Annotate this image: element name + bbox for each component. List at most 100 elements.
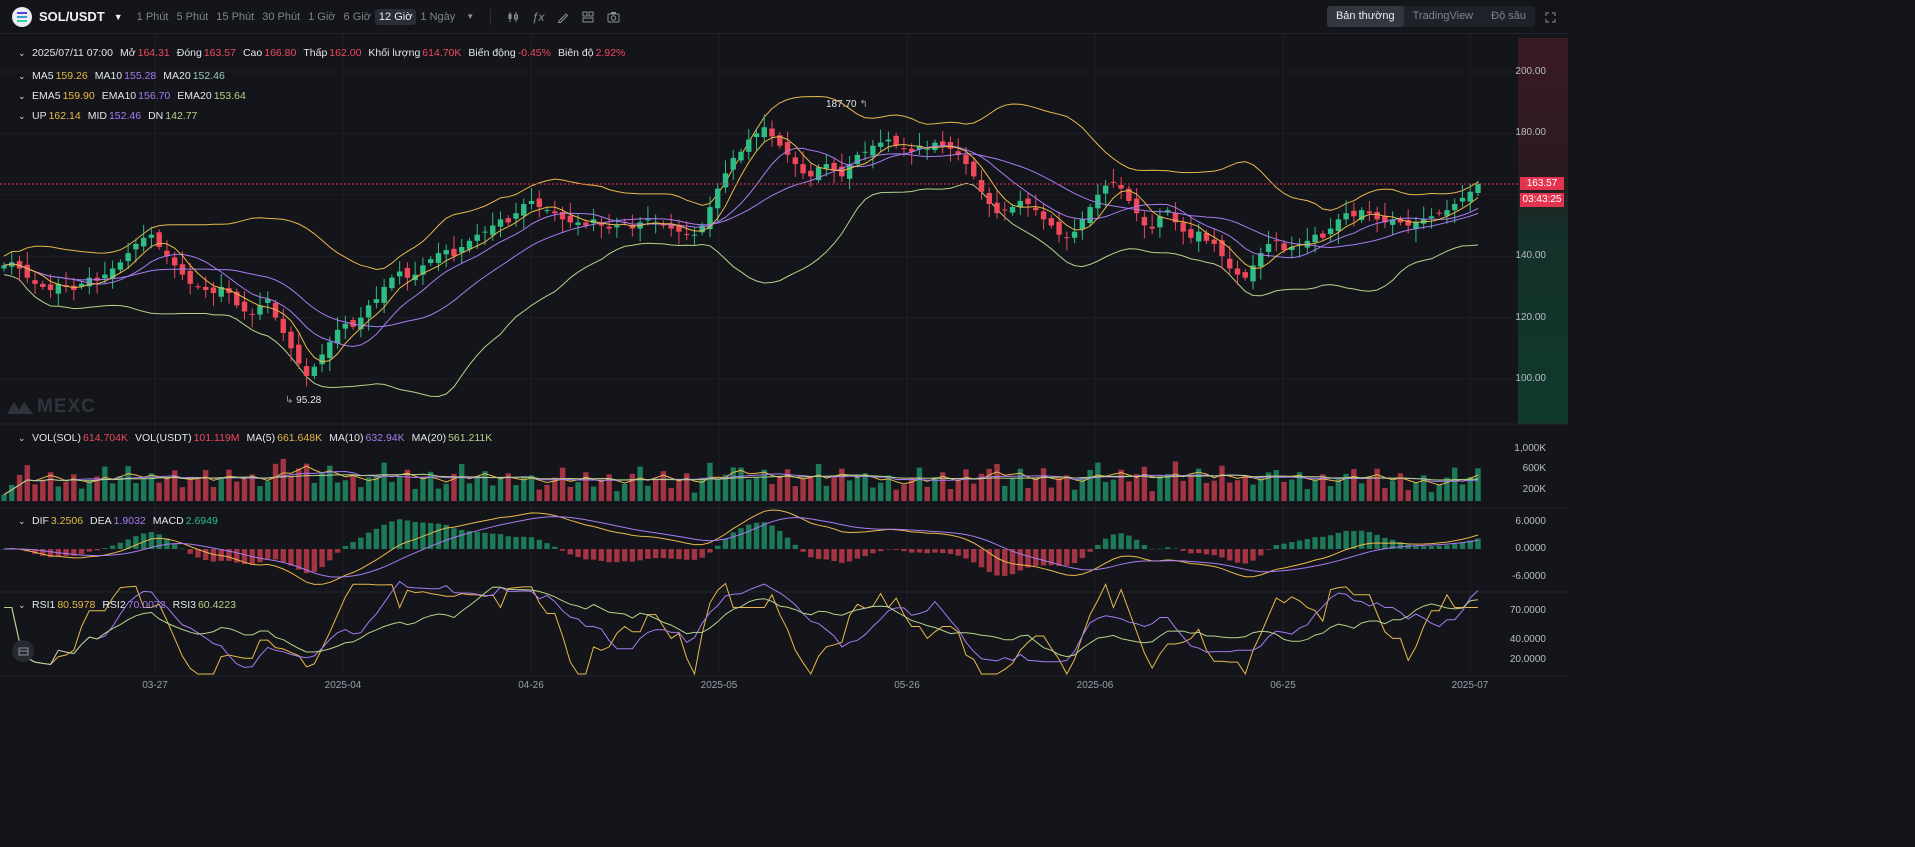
candle-body: [389, 277, 395, 289]
candle-body: [1056, 221, 1062, 235]
view-tab[interactable]: TradingView: [1412, 10, 1474, 22]
candle-body: [257, 305, 263, 315]
volume-bar: [971, 483, 977, 501]
dea-line: [3, 516, 1479, 578]
macd-histogram-bar: [272, 549, 279, 560]
macd-histogram-bar: [303, 549, 310, 574]
collapse-chevron-icon[interactable]: ⌄: [18, 47, 26, 58]
interval-tab[interactable]: 1 Phút: [136, 10, 169, 23]
candle-body: [272, 302, 279, 318]
interval-dropdown-icon[interactable]: ▼: [466, 12, 475, 21]
candle-body: [1017, 200, 1023, 208]
collapse-chevron-icon[interactable]: ⌄: [18, 432, 26, 443]
volume-bar: [474, 476, 480, 501]
macd-histogram-bar: [1157, 548, 1163, 550]
macd-histogram-bar: [575, 549, 581, 558]
macd-histogram-bar: [1095, 544, 1101, 549]
macd-histogram-bar: [203, 549, 209, 561]
interval-tab[interactable]: 1 Ngày: [420, 10, 456, 23]
candle-body: [1025, 198, 1031, 205]
symbol-dropdown-icon[interactable]: ▼: [113, 11, 123, 22]
candle-body: [1258, 253, 1264, 267]
camera-icon[interactable]: [605, 9, 621, 25]
macd-histogram-bar: [1250, 549, 1256, 561]
rsi1-value: 80.5978: [57, 599, 96, 611]
volume-bar: [963, 469, 969, 501]
volume-bar: [55, 486, 62, 501]
volume-bar: [567, 486, 574, 501]
interval-tab[interactable]: 30 Phút: [262, 10, 301, 23]
view-tab[interactable]: Bản thường: [1326, 6, 1404, 27]
macd-histogram-bar: [652, 549, 659, 559]
collapse-chevron-icon[interactable]: ⌄: [18, 90, 26, 101]
candle-body: [9, 262, 15, 267]
price-chart[interactable]: [0, 0, 1568, 694]
collapse-chevron-icon[interactable]: ⌄: [18, 110, 26, 121]
high-price-marker: 187.70 ↰: [826, 99, 868, 110]
macd-histogram-bar: [1164, 547, 1171, 549]
macd-histogram-bar: [1110, 534, 1117, 549]
volume-bar: [986, 468, 992, 501]
candle-body: [109, 268, 116, 279]
macd-histogram-bar: [1397, 542, 1404, 549]
candle-body: [815, 167, 822, 181]
candle-body: [420, 265, 426, 275]
drawing-tools-toggle-icon[interactable]: [12, 640, 34, 662]
macd-histogram-bar: [210, 549, 217, 562]
interval-tab[interactable]: 15 Phút: [216, 10, 255, 23]
fullscreen-icon[interactable]: [1545, 10, 1556, 28]
macd-histogram-bar: [1265, 549, 1272, 550]
volume-bar: [885, 475, 892, 501]
volume-bar: [1327, 486, 1334, 501]
macd-histogram-bar: [1227, 549, 1233, 561]
candle-body: [971, 161, 977, 177]
macd-histogram-bar: [784, 537, 791, 549]
macd-histogram-bar: [1188, 549, 1194, 554]
volume-bar: [1025, 487, 1031, 501]
macd-histogram-bar: [1033, 549, 1039, 566]
volume-bar: [1133, 474, 1140, 501]
collapse-chevron-icon[interactable]: ⌄: [18, 599, 26, 610]
high-price-value: 187.70: [826, 99, 857, 110]
candle-body: [435, 253, 442, 263]
candle-type-icon[interactable]: [505, 9, 521, 25]
time-axis-tick: 03-27: [142, 680, 168, 691]
volume-bar: [637, 466, 643, 501]
macd-histogram-bar: [358, 537, 364, 549]
symbol-selector[interactable]: SOL/USDT: [39, 9, 105, 24]
volume-bar: [877, 482, 884, 501]
indicator-fx-icon[interactable]: ƒx: [531, 9, 545, 24]
ma-legend: ⌄ MA5 159.26 MA10 155.28 MA20 152.46: [18, 70, 232, 82]
volume-bar: [381, 462, 387, 501]
collapse-chevron-icon[interactable]: ⌄: [18, 515, 26, 526]
candle-body: [86, 277, 93, 287]
interval-tab[interactable]: 6 Giờ: [343, 10, 371, 23]
macd-histogram-bar: [350, 542, 356, 549]
collapse-chevron-icon[interactable]: ⌄: [18, 70, 26, 81]
rsi-axis-tick: 70.0000: [1509, 605, 1546, 616]
dif-label: DIF: [32, 515, 49, 527]
volume-axis-tick: 600K: [1522, 463, 1546, 474]
macd-histogram-bar: [1258, 549, 1264, 556]
view-tab[interactable]: Độ sâu: [1491, 10, 1526, 22]
candle-body: [598, 223, 605, 226]
interval-tab[interactable]: 1 Giờ: [308, 10, 336, 23]
layout-grid-icon[interactable]: [580, 9, 596, 25]
macd-histogram-bar: [94, 549, 100, 551]
candle-body: [16, 261, 23, 269]
macd-histogram-bar: [513, 536, 519, 549]
candle-body: [32, 280, 38, 284]
open-value: 164.31: [137, 47, 170, 59]
macd-histogram-bar: [1289, 542, 1295, 549]
interval-tab[interactable]: 12 Giờ: [374, 8, 417, 25]
macd-histogram-bar: [1273, 545, 1279, 549]
volume-bar: [660, 471, 667, 501]
volume-bar: [1203, 482, 1210, 501]
volume-bar: [901, 484, 907, 501]
ema-legend: ⌄ EMA5 159.90 EMA10 156.70 EMA20 153.64: [18, 90, 253, 102]
draw-pencil-icon[interactable]: [555, 9, 571, 25]
volume-bar: [171, 470, 178, 501]
candle-body: [761, 127, 767, 138]
candle-body: [1358, 210, 1365, 220]
interval-tab[interactable]: 5 Phút: [176, 10, 209, 23]
